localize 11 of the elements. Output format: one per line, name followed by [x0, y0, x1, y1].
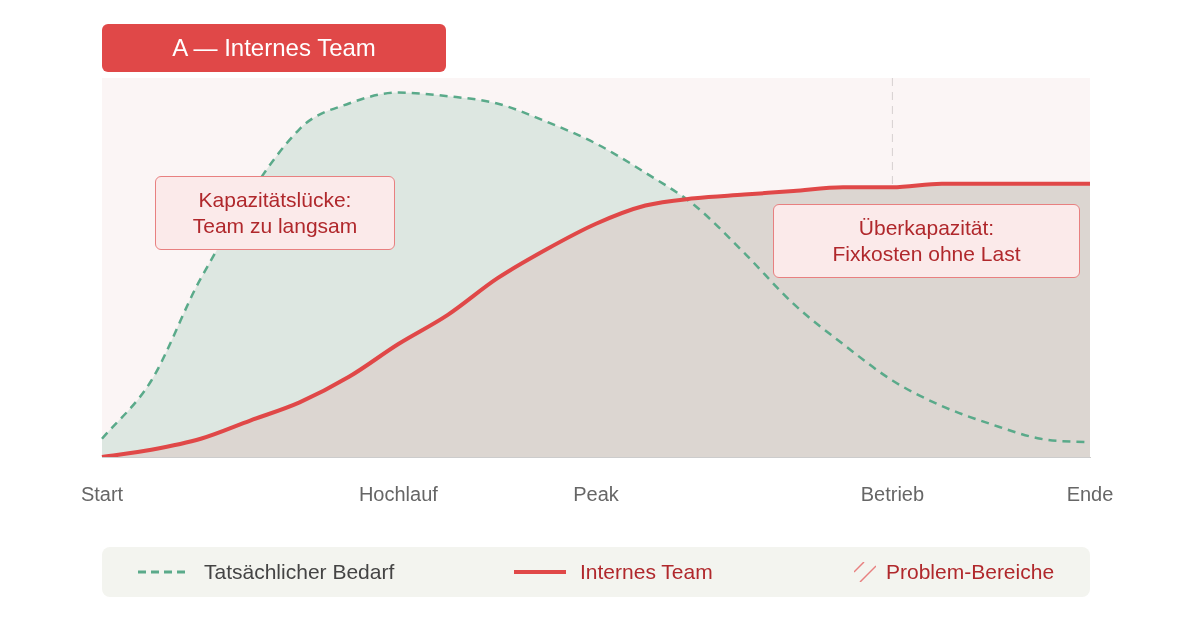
legend-label: Internes Team — [580, 560, 713, 584]
callout-box: Kapazitätslücke: Team zu langsam — [155, 176, 395, 250]
legend-label: Tatsächlicher Bedarf — [204, 560, 395, 584]
x-tick-label: Betrieb — [860, 482, 925, 505]
x-tick-label: Start — [80, 482, 124, 505]
text: Problem-Bereiche — [886, 560, 1055, 584]
x-tick-label: Ende — [1066, 482, 1114, 505]
x-tick-label: Peak — [573, 482, 620, 505]
x-tick-label: Hochlauf — [358, 482, 439, 505]
title-banner: A — Internes Team — [102, 24, 446, 72]
callout-box: Überkapazität: Fixkosten ohne Last — [773, 204, 1080, 278]
